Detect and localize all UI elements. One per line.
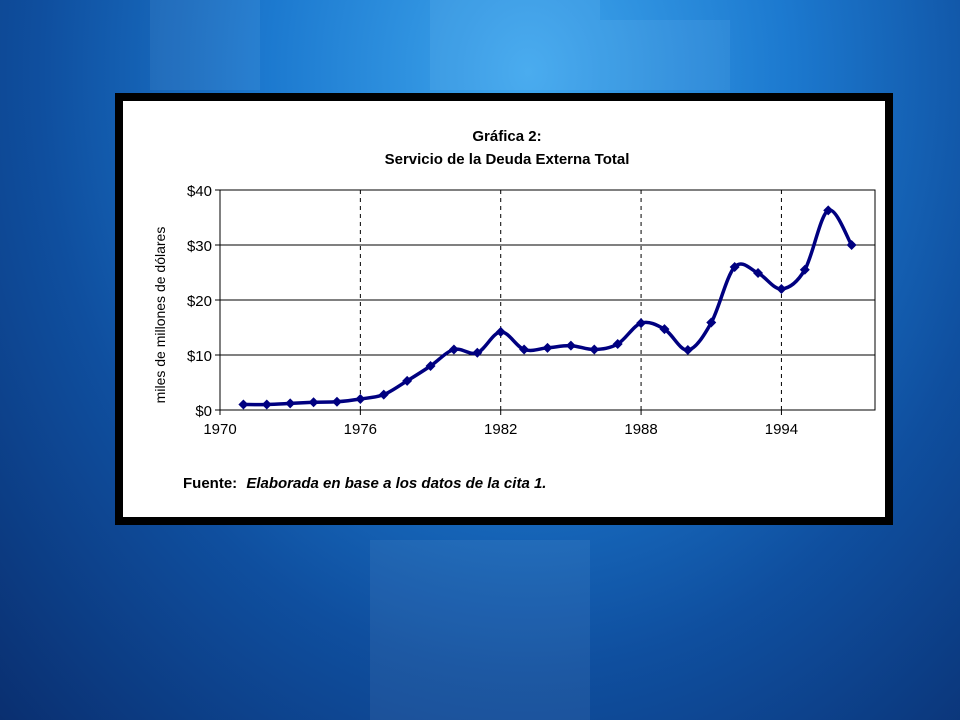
data-point <box>402 375 413 386</box>
y-ticks: $0 $10 $20 $30 $40 <box>187 183 220 420</box>
series-line-group <box>238 205 857 410</box>
line-chart: Gráfica 2: Servicio de la Deuda Externa … <box>152 128 876 492</box>
plot-area-border <box>219 189 876 411</box>
background-tile <box>600 20 730 90</box>
x-ticks: 1970 1976 1982 1988 1994 <box>203 410 798 438</box>
x-tick-label: 1970 <box>203 421 236 438</box>
data-point <box>612 339 623 349</box>
data-point <box>331 396 342 407</box>
data-point <box>729 262 740 272</box>
chart-panel: Gráfica 2: Servicio de la Deuda Externa … <box>123 101 885 517</box>
series-line <box>243 208 854 407</box>
data-point <box>378 389 389 400</box>
x-tick-label: 1982 <box>484 421 517 438</box>
data-point <box>823 205 834 216</box>
data-point <box>355 394 366 404</box>
background-tile <box>370 540 590 720</box>
data-point <box>261 399 272 410</box>
x-tick-label: 1988 <box>624 421 657 438</box>
background-tile <box>150 0 260 90</box>
x-tick-label: 1994 <box>765 421 798 438</box>
data-point <box>495 326 506 337</box>
data-point <box>682 345 693 356</box>
source-label: Fuente: <box>183 475 237 492</box>
data-point <box>659 324 670 335</box>
data-point <box>636 318 647 329</box>
data-point <box>285 398 296 409</box>
chart-title: Gráfica 2: <box>472 128 541 145</box>
data-point <box>448 344 459 355</box>
y-tick-label: $0 <box>195 403 212 420</box>
data-point <box>565 340 576 351</box>
data-point <box>472 347 483 358</box>
chart-frame: Gráfica 2: Servicio de la Deuda Externa … <box>115 93 893 525</box>
source-text: Elaborada en base a los datos de la cita… <box>246 475 546 492</box>
y-tick-label: $40 <box>187 183 212 200</box>
data-point <box>799 264 810 275</box>
data-point <box>753 268 764 279</box>
data-point <box>308 397 319 408</box>
data-point <box>425 361 436 371</box>
y-axis-label: miles de millones de dólares <box>152 227 168 404</box>
y-tick-label: $20 <box>187 293 212 310</box>
data-point <box>589 344 600 355</box>
y-tick-label: $10 <box>187 348 212 365</box>
x-tick-label: 1976 <box>344 421 377 438</box>
data-point <box>776 284 787 294</box>
data-point <box>706 317 717 328</box>
y-tick-label: $30 <box>187 238 212 255</box>
data-point <box>542 342 553 353</box>
data-point <box>846 240 857 250</box>
data-point <box>238 399 249 410</box>
grid <box>220 189 875 411</box>
background-tile <box>430 0 600 90</box>
source-note: Fuente: Elaborada en base a los datos de… <box>183 475 546 492</box>
data-point <box>519 344 530 355</box>
chart-subtitle: Servicio de la Deuda Externa Total <box>385 151 630 168</box>
